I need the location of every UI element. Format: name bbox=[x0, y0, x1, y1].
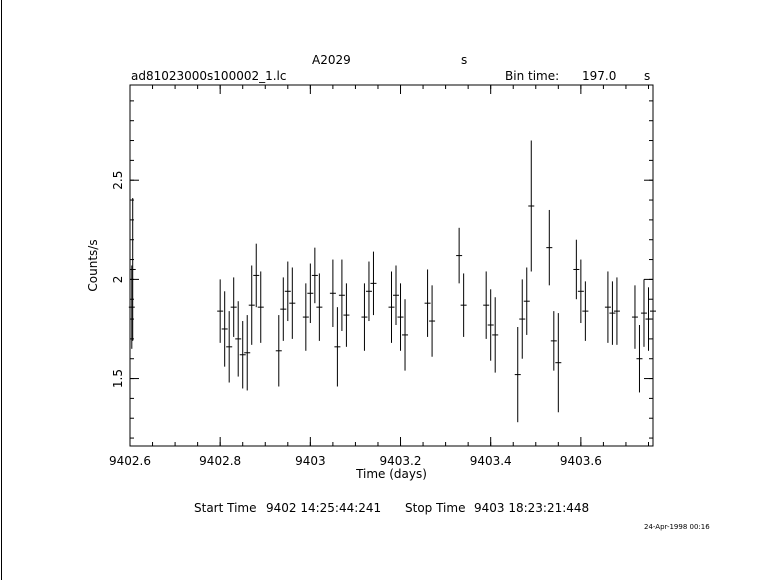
x-tick-label: 9403.6 bbox=[560, 454, 602, 468]
stop-time-value: 9403 18:23:21:448 bbox=[474, 501, 590, 515]
rate-unit: s bbox=[461, 53, 468, 67]
bin-time-unit: s bbox=[644, 69, 651, 83]
bin-time-label: Bin time: bbox=[505, 69, 560, 83]
data-points bbox=[128, 140, 656, 423]
start-time-label: Start Time bbox=[194, 501, 257, 515]
y-tick-label: 1.5 bbox=[111, 369, 125, 388]
x-axis-label: Time (days) bbox=[355, 467, 427, 481]
x-tick-label: 9403.2 bbox=[380, 454, 422, 468]
axis-ticks bbox=[129, 85, 653, 446]
start-time-value: 9402 14:25:44:241 bbox=[266, 501, 382, 515]
x-tick-label: 9403 bbox=[295, 454, 326, 468]
x-tick-label: 9403.4 bbox=[470, 454, 512, 468]
stop-time-label: Stop Time bbox=[405, 501, 466, 515]
y-axis-label: Counts/s bbox=[86, 239, 100, 291]
print-timestamp: 24-Apr-1998 00:16 bbox=[644, 523, 710, 531]
y-tick-label: 2.5 bbox=[111, 171, 125, 190]
x-tick-label: 9402.6 bbox=[109, 454, 151, 468]
tick-labels: 9402.6 9402.8 9403 9403.2 9403.4 9403.6 1.5 2 2.… bbox=[109, 171, 602, 468]
left-border bbox=[1, 0, 2, 580]
file-name: ad81023000s100002_1.lc bbox=[131, 69, 287, 83]
bin-time-value: 197.0 bbox=[582, 69, 617, 83]
plot-frame bbox=[129, 84, 654, 447]
x-tick-label: 9402.8 bbox=[199, 454, 241, 468]
y-tick-label: 2 bbox=[111, 276, 125, 284]
source-name: A2029 bbox=[312, 53, 351, 67]
